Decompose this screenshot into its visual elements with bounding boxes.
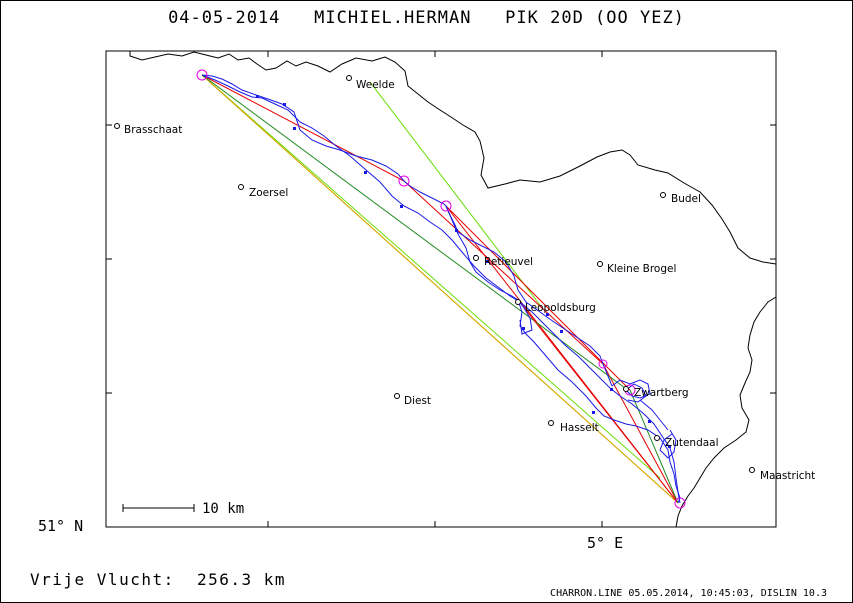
turnpoint-1 (398, 175, 410, 187)
flight-distance-label: Vrije Vlucht: (30, 570, 175, 589)
latitude-label: 51° N (38, 517, 83, 535)
flight-distance: Vrije Vlucht: 256.3 km (30, 570, 286, 589)
country-borders (129, 51, 777, 528)
city-marker-leopoldsburg (515, 299, 521, 305)
gps-track (201, 74, 681, 504)
city-label-brasschaat: Brasschaat (124, 124, 182, 136)
turnpoint-2 (440, 200, 452, 212)
turnpoints (196, 69, 686, 509)
city-label-diest: Diest (404, 395, 431, 407)
turnpoint-start (196, 69, 208, 81)
city-label-zoersel: Zoersel (249, 187, 288, 199)
title-pilot: MICHIEL.HERMAN (314, 8, 472, 28)
map-frame (105, 50, 777, 528)
city-label-budel: Budel (671, 193, 701, 205)
scale-bar (122, 504, 195, 512)
city-marker-budel (660, 192, 666, 198)
city-labels: Weelde Brasschaat Zoersel Budel Retieuve… (124, 79, 815, 482)
city-label-retieuvel: Retieuvel (484, 256, 533, 268)
city-marker-diest (394, 393, 400, 399)
task-legs (201, 74, 679, 504)
flight-distance-value: 256.3 km (197, 570, 287, 589)
city-label-hasselt: Hasselt (560, 422, 599, 434)
longitude-label: 5° E (587, 534, 623, 552)
city-markers (114, 75, 755, 473)
city-marker-maastricht (749, 467, 755, 473)
city-marker-retieuvel (473, 255, 479, 261)
city-label-maastricht: Maastricht (760, 470, 815, 482)
turnpoint-finish (674, 497, 686, 509)
footer-credit: CHARRON.LINE 05.05.2014, 10:45:03, DISLI… (550, 588, 827, 599)
title-glider: PIK 20D (OO YEZ) (505, 8, 685, 28)
turnpoint-3 (598, 359, 608, 369)
city-marker-zutendaal (654, 435, 660, 441)
city-label-leopoldsburg: Leopoldsburg (525, 302, 596, 314)
city-marker-zwartberg (623, 386, 629, 392)
city-label-zwartberg: Zwartberg (634, 387, 689, 399)
city-marker-kleine-brogel (597, 261, 603, 267)
city-marker-weelde (346, 75, 352, 81)
city-label-zutendaal: Zutendaal (665, 437, 719, 449)
city-label-kleine-brogel: Kleine Brogel (607, 263, 676, 275)
city-marker-hasselt (548, 420, 554, 426)
axis-ticks (106, 51, 776, 527)
map-title: 04-05-2014 MICHIEL.HERMAN PIK 20D (OO YE… (0, 8, 853, 28)
city-label-weelde: Weelde (356, 79, 395, 91)
city-marker-zoersel (238, 184, 244, 190)
title-date: 04-05-2014 (168, 8, 281, 28)
city-marker-brasschaat (114, 123, 120, 129)
scale-bar-label: 10 km (202, 501, 244, 517)
